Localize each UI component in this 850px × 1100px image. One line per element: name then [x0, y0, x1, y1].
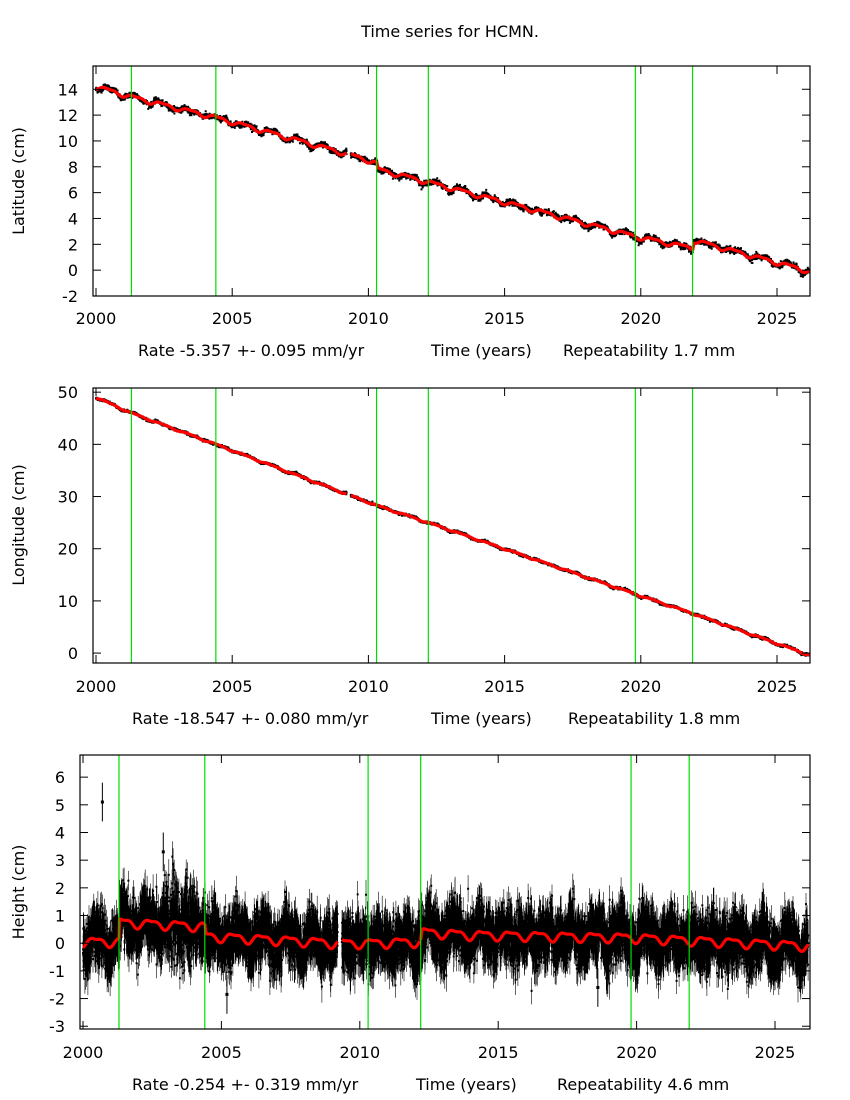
- x-axis-label: Time (years): [430, 341, 532, 360]
- y-tick-label: 2: [68, 235, 78, 254]
- plot-frame: [79, 754, 811, 1030]
- model-fit-line: [94, 396, 810, 657]
- x-tick-label: 2015: [478, 1043, 519, 1062]
- x-tick-label: 2020: [620, 677, 661, 696]
- repeatability-label: Repeatability 1.7 mm: [563, 341, 735, 360]
- outlier-point: [225, 992, 229, 996]
- y-tick-label: 0: [68, 644, 78, 663]
- x-tick-label: 2020: [616, 1043, 657, 1062]
- plot-frame: [92, 65, 811, 297]
- x-tick-label: 2015: [484, 677, 525, 696]
- y-tick-label: 1: [55, 907, 65, 926]
- y-tick-label: 30: [58, 488, 78, 507]
- x-tick-label: 2010: [348, 309, 389, 328]
- x-tick-label: 2020: [620, 309, 661, 328]
- y-tick-label: 50: [58, 383, 78, 402]
- observations: [82, 782, 810, 1014]
- latitude-panel: Latitude (cm) Rate -5.357 +- 0.095 mm/yr…: [9, 65, 811, 360]
- x-tick-label: 2010: [348, 677, 389, 696]
- outlier-point: [161, 850, 165, 854]
- model-fit-line: [82, 917, 810, 953]
- y-tick-label: 10: [58, 592, 78, 611]
- y-tick-label: 6: [68, 184, 78, 203]
- x-tick-label: 2000: [76, 309, 117, 328]
- x-tick-label: 2000: [76, 677, 117, 696]
- outlier-point: [596, 985, 600, 989]
- model-fit-line: [94, 85, 810, 275]
- outlier-point: [100, 800, 104, 804]
- x-tick-label: 2005: [212, 309, 253, 328]
- height-panel: Height (cm) Rate -0.254 +- 0.319 mm/yr T…: [9, 754, 811, 1094]
- plot-area: [94, 396, 810, 657]
- repeatability-label: Repeatability 1.8 mm: [568, 709, 740, 728]
- x-tick-label: 2025: [757, 677, 798, 696]
- observations: [95, 83, 810, 278]
- rate-label: Rate -18.547 +- 0.080 mm/yr: [132, 709, 369, 728]
- y-tick-label: 2: [55, 879, 65, 898]
- plot-area: [82, 782, 810, 1014]
- x-tick-label: 2000: [63, 1043, 104, 1062]
- y-tick-label: 3: [55, 851, 65, 870]
- rate-label: Rate -0.254 +- 0.319 mm/yr: [132, 1075, 359, 1094]
- plot-area: [94, 83, 810, 278]
- y-tick-label: 0: [68, 261, 78, 280]
- y-tick-label: 5: [55, 796, 65, 815]
- y-tick-label: 12: [58, 106, 78, 125]
- y-tick-label: -2: [62, 287, 78, 306]
- observation-points: [95, 83, 810, 278]
- y-tick-label: 10: [58, 132, 78, 151]
- longitude-panel: Longitude (cm) Rate -18.547 +- 0.080 mm/…: [9, 383, 811, 728]
- rate-label: Rate -5.357 +- 0.095 mm/yr: [138, 341, 365, 360]
- y-axis-label: Height (cm): [9, 845, 28, 940]
- observation-points: [82, 855, 810, 992]
- x-tick-label: 2025: [755, 1043, 796, 1062]
- y-tick-label: -3: [49, 1017, 65, 1036]
- y-tick-label: -2: [49, 990, 65, 1009]
- x-tick-label: 2005: [212, 677, 253, 696]
- plot-frame: [92, 387, 811, 664]
- x-axis-label: Time (years): [415, 1075, 517, 1094]
- y-tick-label: 4: [55, 823, 65, 842]
- y-axis-label: Latitude (cm): [9, 127, 28, 235]
- y-tick-label: 14: [58, 80, 78, 99]
- x-tick-label: 2015: [484, 309, 525, 328]
- y-axis-label: Longitude (cm): [9, 464, 28, 586]
- x-tick-label: 2005: [201, 1043, 242, 1062]
- y-tick-label: 6: [55, 768, 65, 787]
- chart-title: Time series for HCMN.: [361, 22, 539, 41]
- y-tick-label: 40: [58, 435, 78, 454]
- x-tick-label: 2010: [339, 1043, 380, 1062]
- y-tick-label: 20: [58, 540, 78, 559]
- repeatability-label: Repeatability 4.6 mm: [557, 1075, 729, 1094]
- y-tick-label: 0: [55, 934, 65, 953]
- y-tick-label: 4: [68, 209, 78, 228]
- x-tick-label: 2025: [757, 309, 798, 328]
- y-tick-label: 8: [68, 158, 78, 177]
- x-axis-label: Time (years): [430, 709, 532, 728]
- y-tick-label: -1: [49, 962, 65, 981]
- error-bars: [82, 841, 809, 1005]
